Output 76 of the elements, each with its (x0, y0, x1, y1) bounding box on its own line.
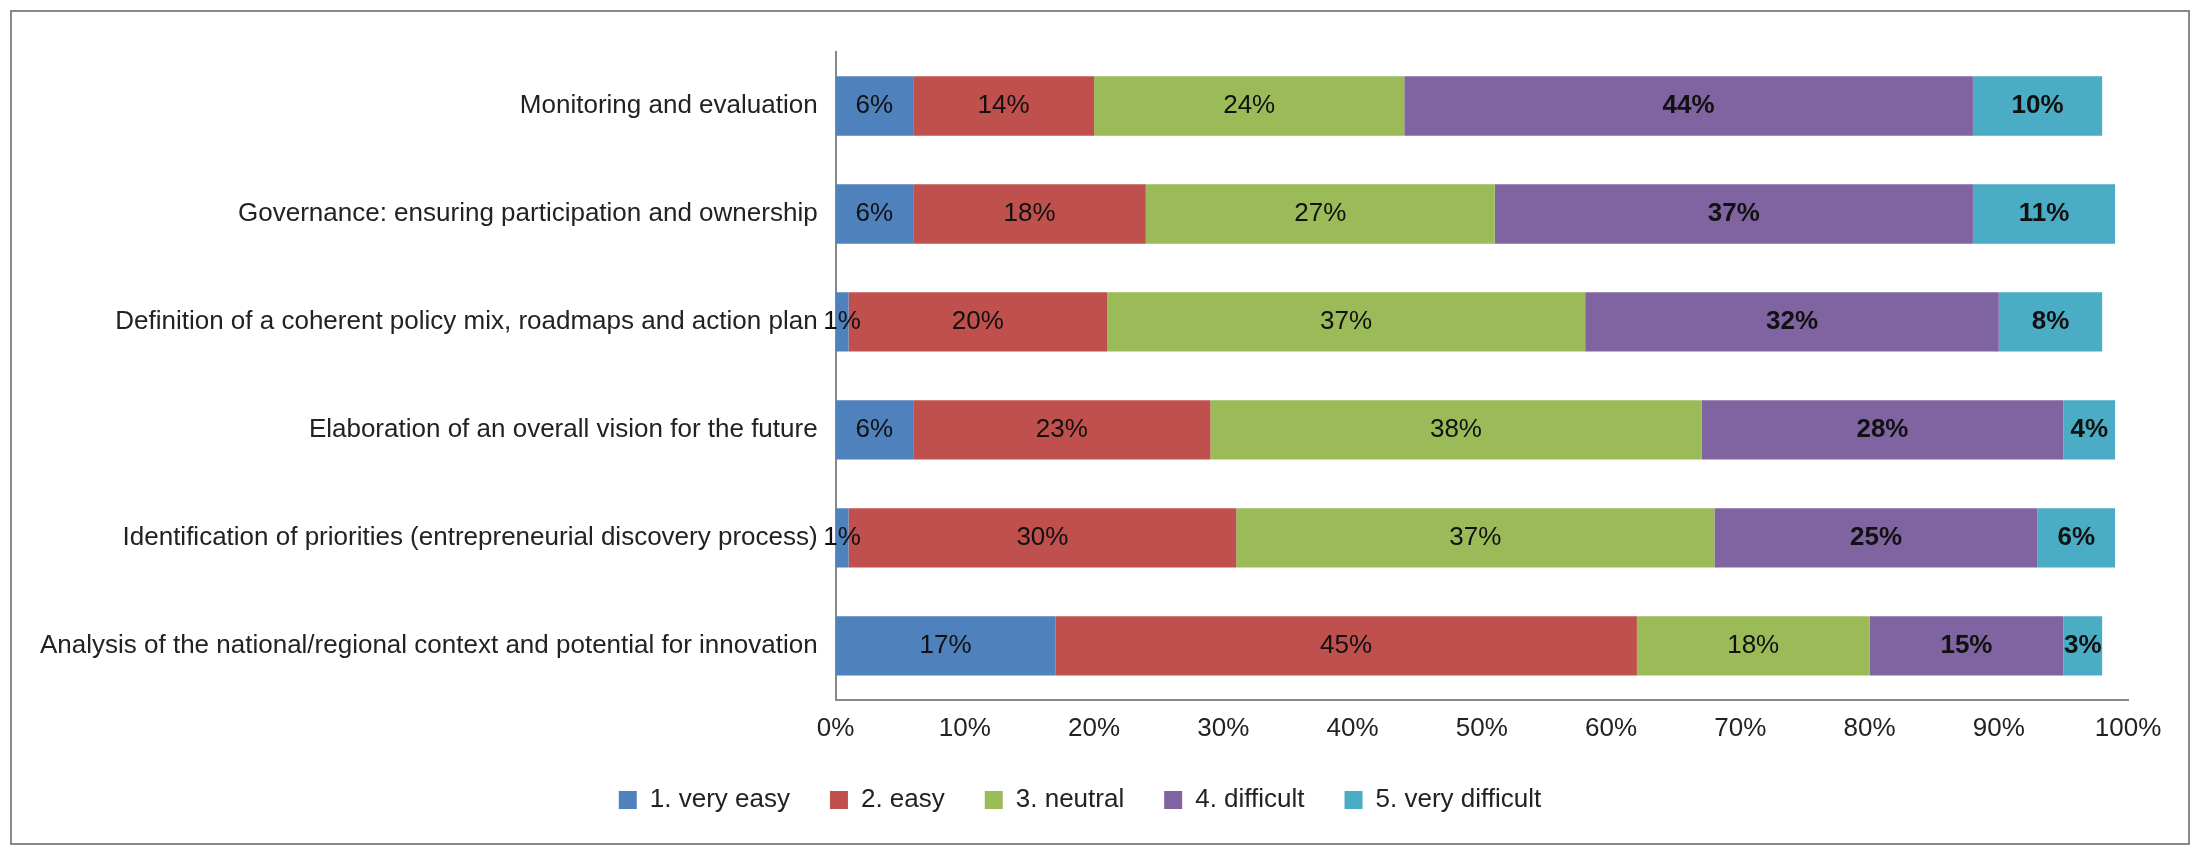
bar (1636, 616, 1870, 676)
bar (2037, 508, 2116, 568)
data-label: 24% (1223, 89, 1276, 120)
data-label: 37% (1320, 305, 1373, 336)
data-label: 27% (1294, 197, 1347, 228)
legend-label: 2. easy (860, 783, 945, 814)
bar (1869, 616, 2064, 676)
bar (835, 184, 914, 244)
x-tick-label: 50% (1455, 711, 1508, 742)
data-label: 20% (951, 305, 1004, 336)
data-label: 28% (1856, 413, 1909, 444)
data-label: 11% (2018, 197, 2070, 228)
bar (1094, 76, 1405, 136)
y-tick-label: Identification of priorities (entrepreneurial discovery process) (122, 521, 818, 552)
y-tick-label: Monitoring and evaluation (519, 89, 818, 120)
x-tick-label: 90% (1972, 711, 2025, 742)
data-label: 15% (1940, 628, 1993, 659)
data-label: 6% (2057, 521, 2096, 552)
x-tick-label: 100% (2094, 711, 2162, 742)
data-label: 30% (1016, 521, 1069, 552)
bar (913, 184, 1146, 244)
data-label: 45% (1320, 628, 1373, 659)
bar (1055, 616, 1637, 676)
x-tick-label: 20% (1068, 711, 1121, 742)
bar (1210, 400, 1702, 460)
bar (835, 400, 914, 460)
data-label: 6% (855, 89, 894, 120)
bar (835, 616, 1056, 676)
bar (1972, 76, 2103, 136)
bar (913, 76, 1095, 136)
data-label: 37% (1707, 197, 1760, 228)
x-tick-label: 40% (1326, 711, 1379, 742)
data-label: 6% (855, 413, 894, 444)
bar (1404, 76, 1973, 136)
x-tick-label: 60% (1585, 711, 1638, 742)
data-label: 1% (823, 521, 861, 552)
bar (1585, 292, 1999, 352)
bar (913, 400, 1211, 460)
legend-label: 5. very difficult (1375, 783, 1543, 814)
data-label: 37% (1449, 521, 1502, 552)
y-tick-label: Elaboration of an overall vision for the future (308, 413, 818, 444)
legend-label: 4. difficult (1195, 783, 1306, 814)
bar (1972, 184, 2116, 244)
data-label: 1% (823, 305, 861, 336)
data-label: 18% (1727, 628, 1780, 659)
data-label: 18% (1003, 197, 1056, 228)
data-label: 10% (2011, 89, 2064, 120)
bar (835, 76, 914, 136)
data-label: 6% (855, 197, 894, 228)
bar (1145, 184, 1495, 244)
bar (1236, 508, 1715, 568)
bar (1107, 292, 1586, 352)
x-tick-label: 80% (1843, 711, 1896, 742)
bar (1494, 184, 1973, 244)
x-tick-label: 0% (816, 711, 855, 742)
data-label: 17% (919, 628, 972, 659)
legend-label: 1. very easy (649, 783, 790, 814)
legend-label: 3. neutral (1015, 783, 1125, 814)
bar (1714, 508, 2038, 568)
data-label: 25% (1849, 521, 1903, 552)
x-tick-label: 30% (1197, 711, 1250, 742)
y-tick-label: Analysis of the national/regional context and potential for innovation (39, 628, 818, 659)
data-label: 14% (977, 89, 1030, 120)
data-label: 3% (2063, 628, 2102, 659)
x-tick-label: 70% (1714, 711, 1767, 742)
data-label: 4% (2070, 413, 2109, 444)
data-label: 32% (1765, 305, 1819, 336)
bar (1998, 292, 2103, 352)
y-tick-label: Governance: ensuring participation and ownership (238, 197, 818, 228)
data-label: 8% (2031, 305, 2070, 336)
bar (1701, 400, 2064, 460)
y-tick-label: Definition of a coherent policy mix, roadmaps and action plan (115, 305, 818, 336)
data-label: 38% (1429, 413, 1482, 444)
x-tick-label: 10% (938, 711, 991, 742)
data-label: 23% (1035, 413, 1088, 444)
data-label: 44% (1662, 89, 1715, 120)
